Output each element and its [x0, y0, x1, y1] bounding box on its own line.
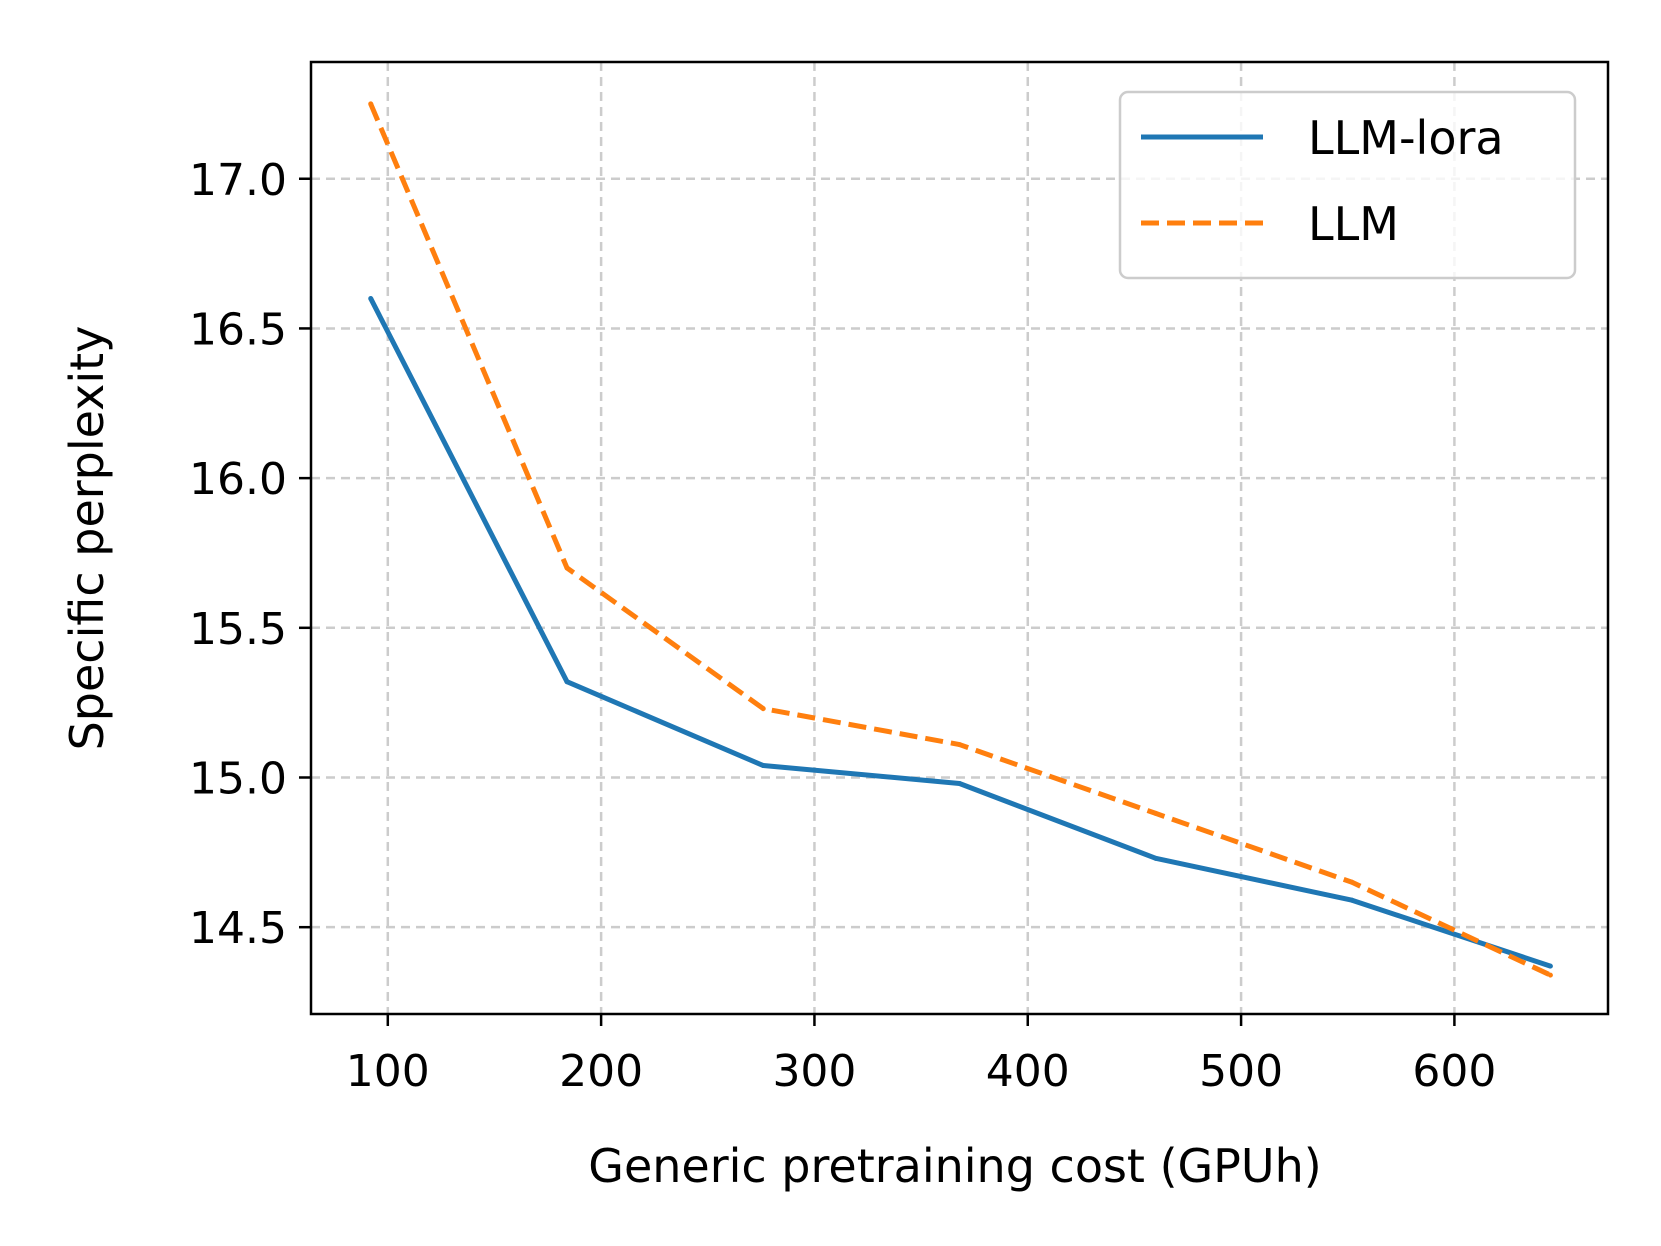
x-tick-label-200: 200: [559, 1046, 643, 1097]
data-point-llm-6: [1547, 972, 1553, 978]
y-tick-label-16.5: 16.5: [189, 304, 287, 355]
y-tick-label-14.5: 14.5: [189, 903, 287, 954]
data-point-llm-1: [564, 565, 570, 571]
data-point-llm-3: [957, 742, 962, 748]
x-tick-label-400: 400: [986, 1046, 1070, 1097]
x-axis-ticks: 100 200 300 400 500 600: [346, 1014, 1496, 1097]
legend-label-llm-lora: LLM-lora: [1308, 111, 1504, 165]
legend: LLM-lora LLM: [1118, 90, 1577, 280]
y-tick-label-16: 16.0: [189, 454, 287, 505]
legend-label-llm: LLM: [1308, 197, 1399, 251]
data-point-llm-4: [1153, 810, 1159, 816]
data-point-llm-lora-5: [1349, 897, 1355, 903]
y-tick-label-17: 17.0: [189, 155, 287, 206]
data-point-llm-lora-0: [368, 296, 374, 302]
plot-frame: [309, 60, 1610, 1016]
x-tick-label-300: 300: [772, 1046, 856, 1097]
x-tick-label-500: 500: [1199, 1046, 1283, 1097]
data-point-llm-lora-6: [1547, 963, 1553, 969]
x-tick-label-100: 100: [346, 1046, 430, 1097]
x-axis-label: Generic pretraining cost (GPUh): [588, 1139, 1321, 1193]
y-axis-label: Specific perplexity: [60, 326, 114, 751]
y-axis-ticks: 14.5 15.0 15.5 16.0 16.5 17.0: [189, 155, 311, 954]
data-point-llm-5: [1349, 879, 1355, 885]
data-point-llm-lora-2: [760, 763, 766, 769]
data-point-llm-lora-1: [564, 679, 570, 685]
x-tick-label-600: 600: [1412, 1046, 1496, 1097]
y-tick-label-15.5: 15.5: [189, 604, 287, 655]
y-tick-label-15: 15.0: [189, 753, 287, 804]
data-point-llm-lora-4: [1153, 855, 1159, 861]
data-point-llm-0: [368, 101, 374, 107]
data-point-llm-lora-3: [957, 780, 962, 786]
series-group: [368, 101, 1553, 978]
data-point-llm-2: [760, 706, 766, 712]
